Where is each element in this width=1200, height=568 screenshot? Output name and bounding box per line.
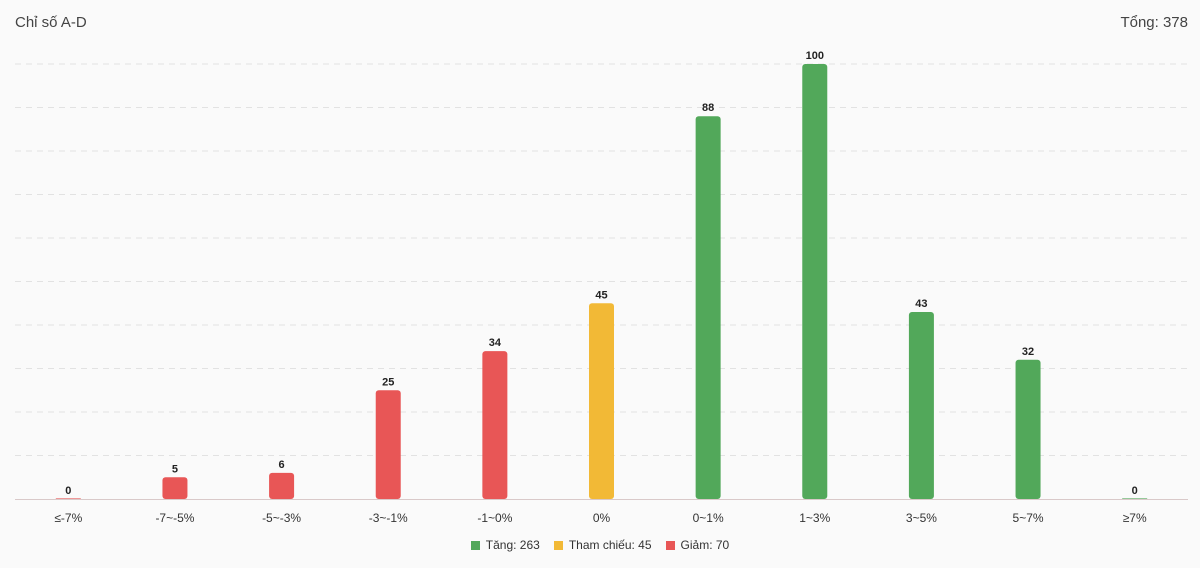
data-label-5: 45 bbox=[595, 289, 607, 301]
total-count: Tổng: 378 bbox=[1120, 14, 1188, 31]
bar-9 bbox=[1015, 359, 1041, 499]
x-tick-label-6: 0~1% bbox=[693, 511, 724, 525]
x-tick-label-0: ≤-7% bbox=[54, 511, 82, 525]
legend-item-up[interactable]: Tăng: 263 bbox=[470, 538, 540, 552]
legend-item-reference[interactable]: Tham chiếu: 45 bbox=[553, 538, 652, 552]
legend-item-down[interactable]: Giảm: 70 bbox=[665, 538, 730, 552]
x-tick-label-7: 1~3% bbox=[799, 511, 830, 525]
bar-6 bbox=[695, 116, 721, 499]
data-label-0: 0 bbox=[65, 485, 71, 497]
data-label-7: 100 bbox=[806, 50, 824, 62]
legend-label: Tham chiếu: 45 bbox=[568, 538, 652, 552]
bar-0 bbox=[55, 498, 81, 499]
chart-title: Chỉ số A-D bbox=[15, 14, 87, 31]
x-tick-label-10: ≥7% bbox=[1123, 511, 1147, 525]
data-label-6: 88 bbox=[702, 102, 714, 114]
x-tick-label-5: 0% bbox=[593, 511, 611, 525]
data-label-4: 34 bbox=[489, 337, 502, 349]
legend: Tăng: 263 Tham chiếu: 45 Giảm: 70 bbox=[0, 538, 1200, 552]
bar-5 bbox=[589, 303, 614, 499]
x-tick-label-1: -7~-5% bbox=[155, 511, 194, 525]
x-tick-label-3: -3~-1% bbox=[369, 511, 408, 525]
bar-8 bbox=[908, 311, 934, 499]
x-tick-label-2: -5~-3% bbox=[262, 511, 301, 525]
x-tick-label-4: -1~0% bbox=[477, 511, 512, 525]
legend-label: Giảm: 70 bbox=[680, 538, 730, 552]
bar-3 bbox=[375, 390, 401, 499]
data-label-10: 0 bbox=[1132, 485, 1138, 497]
bar-2 bbox=[269, 472, 295, 499]
data-label-9: 32 bbox=[1022, 346, 1034, 358]
data-label-1: 5 bbox=[172, 463, 178, 475]
legend-swatch bbox=[470, 540, 480, 550]
bar-7 bbox=[802, 64, 828, 499]
x-tick-label-8: 3~5% bbox=[906, 511, 937, 525]
legend-swatch bbox=[665, 540, 675, 550]
bar-4 bbox=[482, 351, 508, 499]
data-label-3: 25 bbox=[382, 376, 394, 388]
bar-1 bbox=[162, 477, 188, 499]
legend-swatch bbox=[553, 540, 563, 550]
data-label-8: 43 bbox=[915, 298, 927, 310]
data-label-2: 6 bbox=[279, 459, 285, 471]
legend-label: Tăng: 263 bbox=[485, 538, 540, 552]
x-tick-label-9: 5~7% bbox=[1013, 511, 1044, 525]
bar-10 bbox=[1122, 498, 1148, 499]
